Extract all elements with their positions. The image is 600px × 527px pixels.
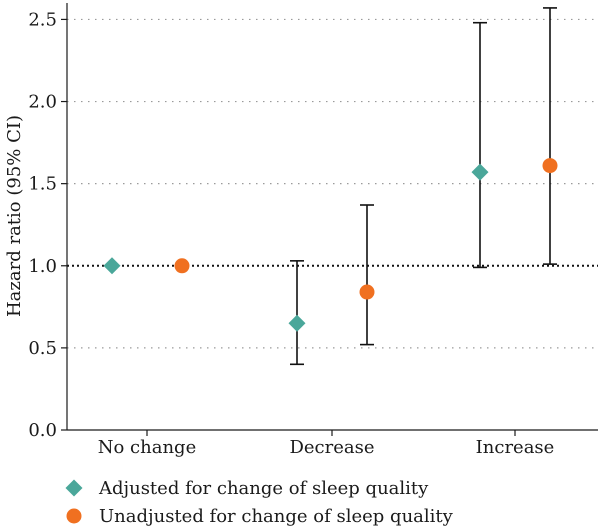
adjusted-point [471,163,489,181]
x-tick-label: Decrease [289,437,374,458]
error-bar [543,7,557,265]
y-tick-label: 0.5 [28,338,57,359]
adjusted-point [288,314,306,332]
y-axis-title: Hazard ratio (95% CI) [4,115,25,317]
adjusted-point [103,257,121,275]
error-bar [360,204,374,346]
y-tick-label: 0.0 [28,420,57,441]
grid-layer [67,18,598,349]
unadjusted-point [542,158,558,174]
x-tick-label: Increase [476,437,555,458]
error-bar [473,21,487,269]
axes-layer [66,3,598,431]
legend-marker-unadjusted [66,508,82,524]
legend-marker-adjusted [65,479,83,497]
legend: Adjusted for change of sleep quality Unad… [65,478,454,527]
error-bar [290,260,304,366]
y-tick-label: 1.0 [28,256,57,277]
legend-label: Adjusted for change of sleep quality [98,478,429,499]
unadjusted-point [359,284,375,300]
x-ticks: No change Decrease Increase [98,430,555,458]
y-tick-label: 1.5 [28,174,57,195]
y-ticks: 0.0 0.5 1.0 1.5 2.0 2.5 [28,9,67,441]
y-tick-label: 2.5 [28,9,57,30]
legend-label: Unadjusted for change of sleep quality [99,506,454,527]
data-marks [103,7,558,366]
x-tick-label: No change [98,437,196,458]
y-tick-label: 2.0 [28,92,57,113]
unadjusted-point [174,258,190,274]
